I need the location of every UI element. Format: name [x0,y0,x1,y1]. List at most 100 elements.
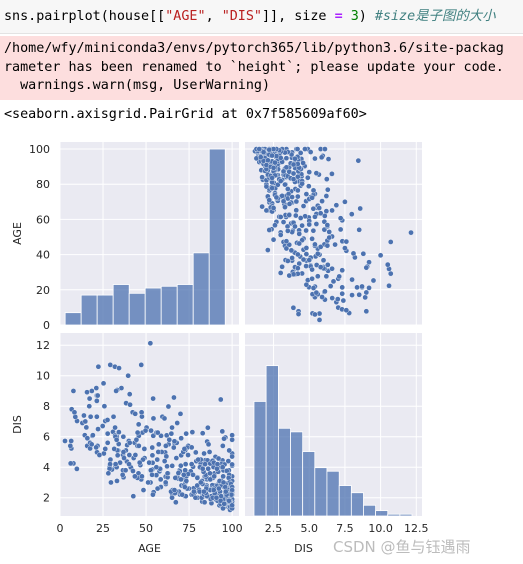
scatter-point [185,452,191,458]
scatter-point [161,415,168,422]
scatter-point [306,183,312,189]
scatter-point [154,485,161,492]
scatter-point [188,461,195,467]
code-token: ]], size [262,9,335,24]
scatter-point [83,424,90,431]
scatter-point [222,488,229,495]
scatter-point [323,193,330,199]
scatter-point [126,391,133,397]
code-token: ) [358,9,375,24]
histogram-bar [192,252,210,326]
scatter-point [349,276,355,283]
scatter-point [348,211,355,217]
scatter-point [270,165,277,171]
scatter-point [324,262,331,268]
scatter-point [150,395,156,402]
histogram-bar [314,467,328,517]
scatter-point [324,186,331,193]
scatter-point [387,270,394,277]
scatter-point [324,242,331,249]
scatter-point [168,430,175,437]
scatter-point [309,266,315,273]
scatter-point [218,493,224,499]
histogram-bar [208,148,226,326]
scatter-point [138,362,145,368]
scatter-point [340,297,347,304]
scatter-point [322,288,328,295]
scatter-point [334,296,341,302]
warning-output: /home/wfy/miniconda3/envs/pytorch365/lib… [0,36,523,100]
scatter-point [149,472,155,478]
scatter-point [323,208,330,214]
histogram-bar [144,287,162,326]
code-number-token: 3 [350,9,359,24]
scatter-point [302,146,308,152]
scatter-point [299,180,305,187]
scatter-point [81,412,87,419]
scatter-point [277,270,284,276]
scatter-point [74,466,80,472]
scatter-point [107,461,113,467]
y-tick-label: 60 [36,213,50,226]
scatter-point [108,479,114,486]
scatter-point [182,461,189,467]
scatter-point [356,291,362,298]
scatter-point [145,479,151,486]
scatter-point [285,258,291,264]
scatter-point [113,436,120,443]
scatter-point [336,273,343,280]
scatter-point [265,157,271,164]
scatter-point [199,430,206,436]
scatter-point [327,283,334,289]
scatter-point [100,380,107,387]
histogram-bar [265,365,279,517]
scatter-point [201,499,208,506]
scatter-point [269,175,275,181]
scatter-point [283,245,290,252]
scatter-point [316,310,323,317]
scatter-point [310,227,317,234]
scatter-point [293,207,300,214]
scatter-point [136,459,143,466]
scatter-point [317,210,324,217]
x-axis-label-age: AGE [138,542,161,555]
scatter-point [319,294,325,300]
scatter-point [94,398,100,404]
scatter-point [116,365,122,371]
scatter-point [149,444,156,451]
scatter-point [283,238,290,245]
scatter-point [355,157,362,164]
scatter-point [294,146,301,152]
scatter-point [314,273,321,280]
histogram-bar [128,292,146,326]
scatter-point [306,221,313,228]
x-axis-label-dis: DIS [294,542,313,555]
scatter-point [201,488,207,495]
scatter-point [295,311,302,317]
scatter-point [155,449,162,455]
scatter-point [295,193,301,200]
scatter-point [95,363,102,370]
scatter-point [202,461,208,467]
x-tick-label: 100 [222,522,243,535]
scatter-point [84,435,91,442]
scatter-point [146,459,152,466]
scatter-point [120,449,127,455]
scatter-point [175,470,182,476]
scatter-point [354,284,360,291]
scatter-point [282,204,288,210]
code-token [343,9,351,24]
scatter-point [215,455,222,462]
y-tick-label: 100 [29,143,50,156]
scatter-point [316,205,323,211]
scatter-point [330,278,337,285]
scatter-point [229,453,235,460]
scatter-point [260,149,267,156]
y-axis-label-dis: DIS [11,415,24,434]
scatter-point [150,491,156,498]
code-input-cell[interactable]: sns.pairplot(house[["AGE", "DIS"]], size… [0,0,523,34]
scatter-point [165,403,172,410]
scatter-point [350,250,357,257]
scatter-point [342,199,348,205]
scatter-point [205,465,211,472]
